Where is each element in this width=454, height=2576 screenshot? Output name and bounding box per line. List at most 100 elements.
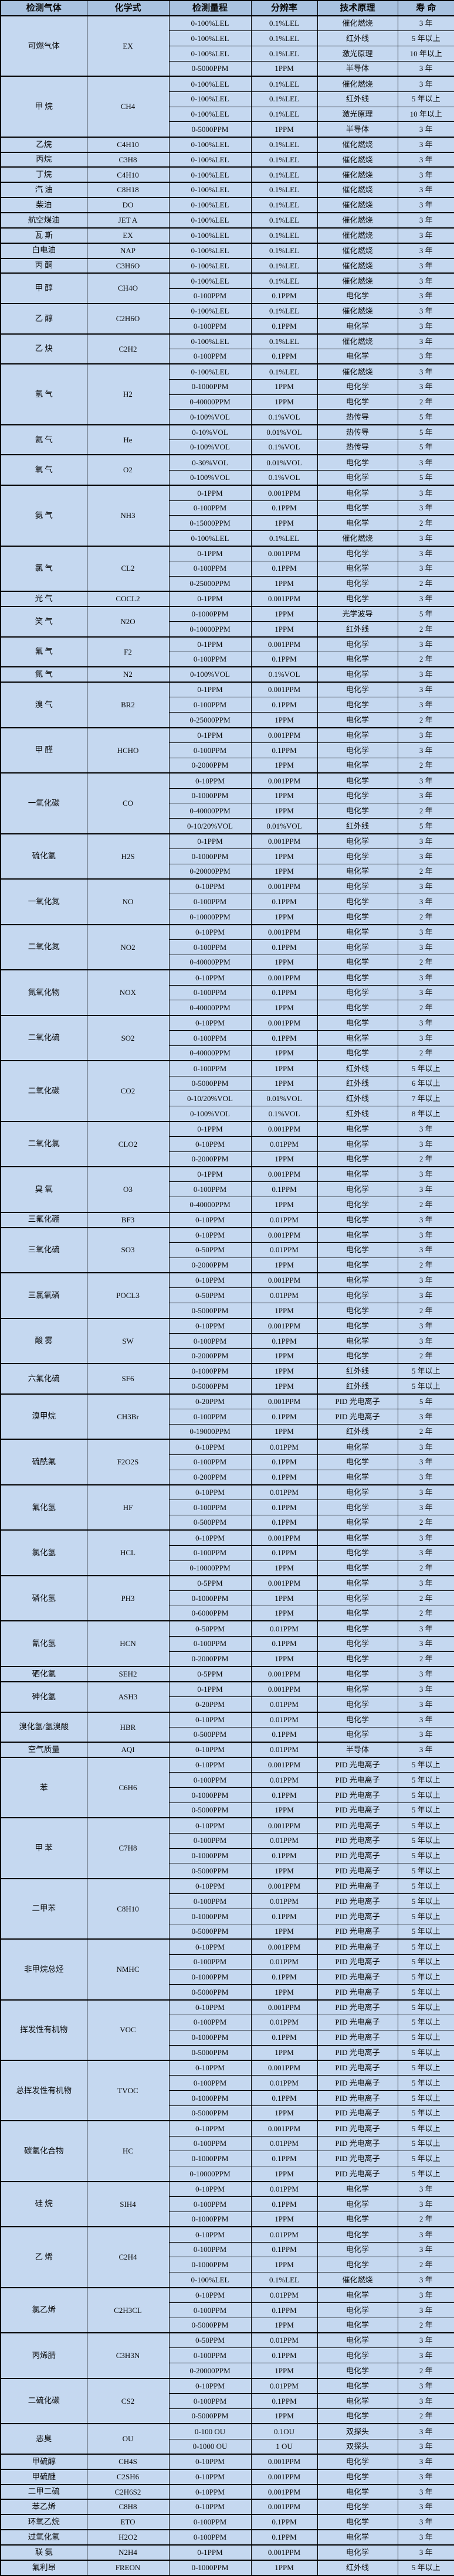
resolution-cell: 1PPM <box>250 863 318 880</box>
formula-cell: VOC <box>86 1999 170 2061</box>
principle-cell: 电化学 <box>317 2499 398 2515</box>
table-row: 环氧乙烷 ETO 0-100PPM 0.1PPM 电化学 3 年 <box>0 2514 454 2530</box>
table-row: 二氧化氮 NO2 0-10PPM 0.001PPM 电化学 3 年 <box>0 924 454 970</box>
resolution-cell: 1PPM <box>250 2257 318 2273</box>
range-cell: 0-40000PPM <box>168 1197 252 1213</box>
resolution-cell: 0.1%LEL <box>250 76 318 92</box>
range-cell: 0-1000PPM <box>168 1590 252 1607</box>
range-cell: 0-40000PPM <box>168 394 252 410</box>
range-cell: 0-10PPM <box>168 1136 252 1152</box>
resolution-cell: 0.01PPM <box>250 2332 318 2349</box>
table-row: 甲硫醚 C2SH6 0-10PPM 0.001PPM 电化学 3 年 <box>0 2468 454 2485</box>
principle-cell: 电化学 <box>317 712 398 728</box>
lifespan-cell: 3 年 <box>397 1166 454 1183</box>
gas-name-cell: 恶臭 <box>0 2423 87 2455</box>
lifespan-cell: 3 年 <box>397 242 454 258</box>
principle-cell: 电化学 <box>317 863 398 880</box>
lifespan-cell: 5 年以上 <box>397 2135 454 2152</box>
principle-cell: 电化学 <box>317 651 398 667</box>
lifespan-cell: 5 年 <box>397 605 454 622</box>
lifespan-cell: 2 年 <box>397 394 454 410</box>
lifespan-cell: 6 年以上 <box>397 1075 454 1092</box>
gas-name-cell: 臭 氧 <box>0 1166 87 1213</box>
table-row: 乙 烯 C2H4 0-10PPM 0.01PPM 电化学 3 年 <box>0 2226 454 2288</box>
resolution-cell: 0.1PPM <box>250 1500 318 1516</box>
resolution-cell: 1PPM <box>250 1863 318 1879</box>
resolution-cell: 0.001PPM <box>250 485 318 501</box>
resolution-cell: 0.1OU <box>250 2423 318 2439</box>
principle-cell: 电化学 <box>317 682 398 698</box>
resolution-cell: 1PPM <box>250 2105 318 2121</box>
principle-cell: 激光原理 <box>317 106 398 122</box>
principle-cell: 热传导 <box>317 439 398 455</box>
principle-cell: 电化学 <box>317 2483 398 2500</box>
table-row: 三氯氧磷 POCL3 0-10PPM 0.001PPM 电化学 3 年 <box>0 1272 454 1319</box>
table-row: 氢 气 H2 0-100%LEL 0.1%LEL 催化燃烧 3 年 <box>0 363 454 425</box>
principle-cell: 电化学 <box>317 1726 398 1743</box>
table-row: 过氧化氢 H2O2 0-100PPM 0.1PPM 电化学 3 年 <box>0 2529 454 2546</box>
range-cell: 0-10PPM <box>168 2120 252 2137</box>
table-row: 0-200PPM 0.1PPM 电化学 3 年 <box>1 1469 454 1485</box>
lifespan-cell: 3 年 <box>397 1030 454 1046</box>
range-cell: 0-500PPM <box>168 1515 252 1531</box>
principle-cell: PID 光电离子 <box>317 1848 398 1864</box>
lifespan-cell: 3 年 <box>397 61 454 77</box>
principle-cell: 电化学 <box>317 2377 398 2394</box>
formula-cell: SO2 <box>86 1014 170 1061</box>
table-row: 0-20000PPM 1PPM 电化学 2 年 <box>1 863 454 880</box>
lifespan-cell: 3 年 <box>397 151 454 168</box>
table-row: 0-100PPM 0.01PPM PID 光电离子 5 年以上 <box>1 2135 454 2152</box>
table-row: 0-10PPM 0.01PPM 电化学 3 年 <box>1 1136 454 1152</box>
table-row: 一氧化氮 NO 0-10PPM 0.001PPM 电化学 3 年 <box>0 878 454 925</box>
table-row: 氯化氢 HCL 0-10PPM 0.001PPM 电化学 3 年 <box>0 1529 454 1576</box>
gas-name-cell: 氯化氢 <box>0 1529 87 1576</box>
resolution-cell: 0.01PPM <box>250 1211 318 1228</box>
principle-cell: 电化学 <box>317 2393 398 2409</box>
range-cell: 0-10PPM <box>168 1878 252 1894</box>
table-row: 碳氢化合物 HC 0-10PPM 0.001PPM PID 光电离子 5 年以上 <box>0 2120 454 2182</box>
principle-cell: 电化学 <box>317 2287 398 2303</box>
principle-cell: PID 光电离子 <box>317 2045 398 2061</box>
gas-name-cell: 硒化氢 <box>0 1665 87 1682</box>
range-cell: 0-10PPM <box>168 2287 252 2303</box>
principle-cell: 电化学 <box>317 454 398 471</box>
lifespan-cell: 3 年 <box>397 212 454 229</box>
resolution-cell: 1PPM <box>250 1075 318 1092</box>
table-row: 0-100PPM 0.01PPM PID 光电离子 5 年以上 <box>1 2075 454 2091</box>
table-row: 0-100%LEL 0.1%LEL 激光原理 10 年以上 <box>1 106 454 122</box>
resolution-cell: 0.1PPM <box>250 288 318 304</box>
lifespan-cell: 3 年 <box>397 878 454 895</box>
principle-cell: 电化学 <box>317 2241 398 2258</box>
lifespan-cell: 2 年 <box>397 1303 454 1319</box>
lifespan-cell: 2 年 <box>397 863 454 880</box>
table-row: 0-100PPM 0.01PPM PID 光电离子 5 年以上 <box>1 1832 454 1849</box>
table-row: 空气质量 AQI 0-10PPM 0.01PPM 半导体 3 年 <box>0 1742 454 1758</box>
resolution-cell: 1PPM <box>250 621 318 638</box>
resolution-cell: 0.1%LEL <box>250 46 318 62</box>
resolution-cell: 0.01PPM <box>250 1832 318 1849</box>
lifespan-cell: 3 年 <box>397 1226 454 1243</box>
lifespan-cell: 2 年 <box>397 575 454 592</box>
principle-cell: 热传导 <box>317 409 398 425</box>
principle-cell: 电化学 <box>317 2317 398 2333</box>
formula-cell: CO <box>86 772 170 834</box>
principle-cell: 红外线 <box>317 1423 398 1440</box>
lifespan-cell: 3 年 <box>397 2196 454 2212</box>
resolution-cell: 0.1%LEL <box>250 242 318 258</box>
principle-cell: 电化学 <box>317 727 398 743</box>
range-cell: 0-5000PPM <box>168 61 252 77</box>
table-row: 二甲苯 C8H10 0-10PPM 0.001PPM PID 光电离子 5 年以上 <box>0 1878 454 1940</box>
principle-cell: 电化学 <box>317 1469 398 1485</box>
resolution-cell: 0.1PPM <box>250 2393 318 2409</box>
gas-name-cell: 二氧化氯 <box>0 1120 87 1167</box>
principle-cell: PID 光电离子 <box>317 1832 398 1849</box>
lifespan-cell: 3 年 <box>397 1484 454 1501</box>
resolution-cell: 0.1%VOL <box>250 469 318 486</box>
formula-cell: NO2 <box>86 924 170 970</box>
resolution-cell: 0.01PPM <box>250 1696 318 1712</box>
range-cell: 0-1000PPM <box>168 605 252 622</box>
resolution-cell: 0.01%VOL <box>250 424 318 441</box>
principle-cell: 电化学 <box>317 894 398 910</box>
formula-cell: CH4S <box>86 2453 170 2470</box>
range-cell: 0-100PPM <box>168 560 252 577</box>
